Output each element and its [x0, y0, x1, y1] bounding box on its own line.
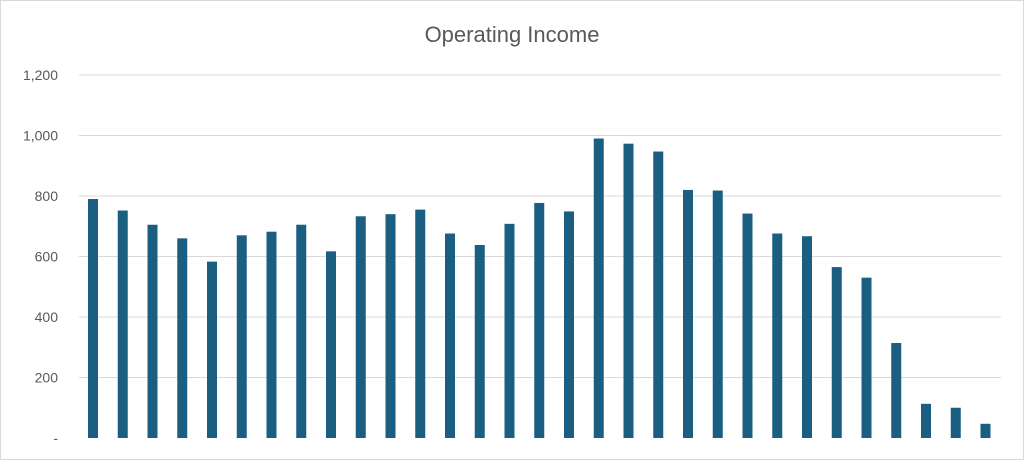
bar — [117, 210, 128, 438]
bar — [474, 245, 485, 438]
bar — [236, 235, 247, 438]
bar — [355, 216, 366, 438]
bar — [564, 211, 574, 438]
y-tick-label: 800 — [35, 188, 59, 204]
bar — [831, 267, 842, 438]
bar — [653, 151, 664, 438]
bar — [147, 224, 158, 438]
bar — [861, 277, 872, 438]
bar — [385, 214, 396, 438]
y-axis-tick-labels: - 200 400 600 800 1,000 1,200 — [23, 67, 58, 446]
y-tick-label: 600 — [35, 249, 59, 265]
bar — [296, 224, 307, 438]
bar — [950, 407, 961, 438]
bar — [177, 238, 188, 438]
bar — [593, 138, 604, 438]
bar — [623, 143, 634, 439]
bar — [326, 251, 336, 438]
bar — [802, 236, 812, 438]
bar — [504, 223, 515, 438]
bar — [266, 231, 277, 438]
y-tick-label: 1,000 — [23, 128, 58, 144]
y-tick-label: 200 — [35, 370, 59, 386]
bar — [683, 189, 693, 438]
y-tick-label: 1,200 — [23, 67, 58, 83]
bar — [207, 261, 217, 438]
bar — [921, 403, 931, 438]
bar — [891, 343, 902, 438]
bar — [88, 199, 98, 438]
bar — [445, 233, 455, 438]
bar — [712, 190, 723, 438]
bar — [742, 213, 753, 438]
bars — [88, 138, 991, 439]
y-tick-label: 400 — [35, 309, 59, 325]
bar — [534, 202, 545, 438]
chart-title: Operating Income — [425, 22, 600, 47]
bar — [980, 423, 991, 438]
bar — [415, 209, 426, 438]
y-tick-label: - — [53, 430, 58, 446]
bar — [772, 233, 783, 438]
